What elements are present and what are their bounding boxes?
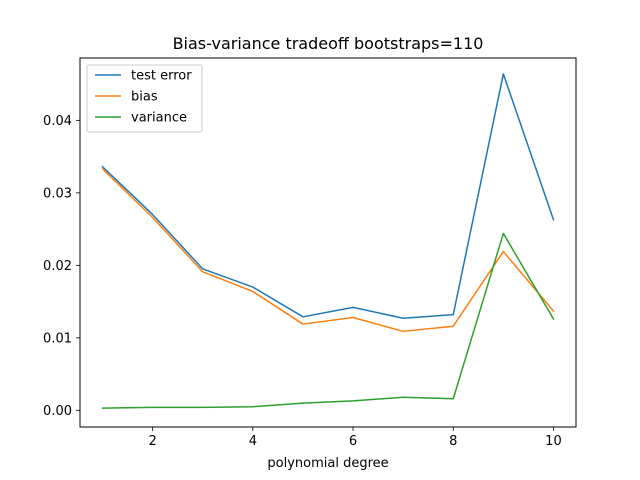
x-tick-label: 4 xyxy=(249,434,257,449)
chart-title: Bias-variance tradeoff bootstraps=110 xyxy=(173,34,484,53)
legend-label: test error xyxy=(131,69,192,84)
series-line-bias xyxy=(101,167,555,333)
y-tick-label: 0.04 xyxy=(43,114,72,129)
legend: test error bias variance xyxy=(86,64,203,133)
series-line-test-error xyxy=(101,73,555,320)
series-line-variance xyxy=(101,232,555,409)
legend-label: bias xyxy=(131,90,158,105)
y-axis: 0.00 0.01 0.02 0.03 0.04 xyxy=(43,114,80,419)
legend-box xyxy=(86,64,203,133)
x-axis-label: polynomial degree xyxy=(267,456,388,471)
x-tick-label: 8 xyxy=(449,434,457,449)
y-tick-label: 0.00 xyxy=(43,404,72,419)
plot-frame xyxy=(79,57,577,428)
x-tick-label: 10 xyxy=(545,434,562,449)
x-tick-label: 2 xyxy=(149,434,157,449)
legend-label: variance xyxy=(131,111,187,126)
legend-items: test error bias variance xyxy=(95,69,192,126)
series-layer xyxy=(101,73,555,409)
x-tick-label: 6 xyxy=(349,434,357,449)
x-axis: 2 4 6 8 10 xyxy=(149,427,562,449)
y-tick-label: 0.01 xyxy=(43,331,72,346)
y-tick-label: 0.02 xyxy=(43,259,72,274)
y-tick-label: 0.03 xyxy=(43,186,72,201)
